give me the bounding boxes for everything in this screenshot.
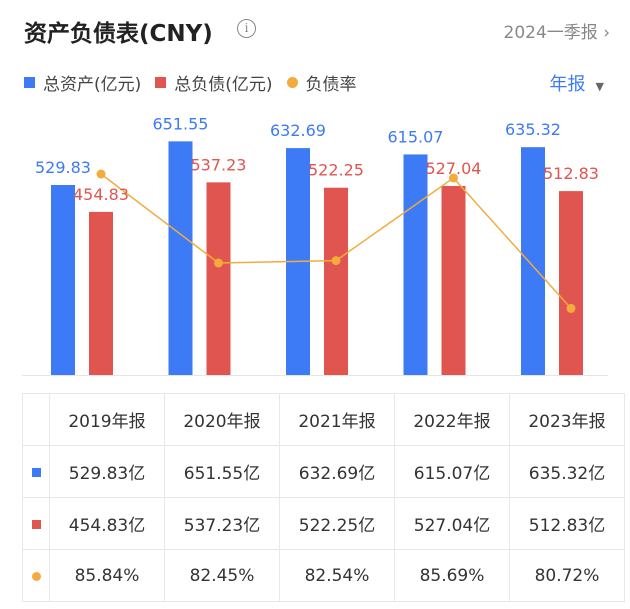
legend-item-assets[interactable]: 总资产(亿元) [24,70,141,95]
bar-total-assets [403,154,428,375]
bar-total-assets [521,147,545,375]
legend-label: 总负债(亿元) [174,75,273,95]
cell: 527.04亿 [394,497,510,550]
legend-item-ratio[interactable]: 负债率 [286,70,357,95]
row-marker [22,445,50,498]
data-table: 2019年报 2020年报 2021年报 2022年报 2023年报 529.8… [22,393,625,602]
cell: 522.25亿 [279,497,395,550]
blue-square-icon [24,77,35,88]
cell: 537.23亿 [164,497,280,550]
table-row-liabilities: 454.83亿 537.23亿 522.25亿 527.04亿 512.83亿 [22,497,625,550]
table-header-row: 2019年报 2020年报 2021年报 2022年报 2023年报 [22,393,625,446]
ratio-point [214,258,223,268]
cell: 85.84% [49,549,165,602]
cell: 82.54% [279,549,395,602]
cell: 615.07亿 [394,445,510,498]
row-marker [22,549,50,602]
header-cell: 2023年报 [509,393,625,446]
frequency-dropdown[interactable]: 年报 ▼ [550,70,604,96]
table-row-ratio: 85.84% 82.45% 82.54% 85.69% 80.72% [22,549,625,602]
bar-total-liabilities [206,182,231,375]
ratio-point [449,173,458,183]
label-total-assets: 529.83 [35,158,91,177]
period-link[interactable]: 2024一季报 › [504,18,610,43]
row-marker [22,497,50,550]
cell: 80.72% [509,549,625,602]
label-total-assets: 632.69 [270,121,326,140]
label-total-liabilities: 522.25 [308,161,364,180]
chevron-right-icon: › [603,23,610,43]
bar-total-liabilities [324,187,348,375]
red-square-icon [31,519,41,529]
empty-cell [22,393,50,446]
orange-dot-icon [286,77,298,88]
ratio-point [96,169,106,179]
cell: 512.83亿 [509,497,625,550]
table-row-assets: 529.83亿 651.55亿 632.69亿 615.07亿 635.32亿 [22,445,625,498]
cell: 632.69亿 [279,445,395,498]
bar-total-assets [168,141,193,375]
blue-square-icon [31,467,41,477]
cell: 635.32亿 [509,445,625,498]
bar-total-liabilities [559,191,583,375]
caret-down-icon: ▼ [595,80,604,93]
chart: 529.83 454.83 651.55 537.23 632.69 522.25 615.… [22,114,608,376]
ratio-point [566,303,576,313]
legend-item-liabilities[interactable]: 总负债(亿元) [155,70,273,95]
header-cell: 2022年报 [394,393,510,446]
label-total-assets: 615.07 [388,127,444,146]
label-total-liabilities: 454.83 [73,185,129,204]
cell: 529.83亿 [49,445,165,498]
cell: 454.83亿 [49,497,165,550]
label-total-liabilities: 512.83 [543,164,599,183]
label-total-liabilities: 527.04 [426,159,482,178]
orange-dot-icon [31,571,41,581]
frequency-label: 年报 [549,74,586,95]
info-icon[interactable]: i [237,19,256,38]
cell: 85.69% [394,549,510,602]
red-square-icon [155,77,167,88]
header-cell: 2019年报 [49,393,165,446]
legend-label: 总资产(亿元) [43,75,142,95]
label-total-liabilities: 537.23 [191,155,247,174]
cell: 82.45% [164,549,280,602]
label-total-assets: 651.55 [153,114,209,133]
ratio-point [331,256,341,266]
page-title: 资产负债表(CNY) [24,21,213,47]
period-label: 2024一季报 [503,23,598,43]
header-cell: 2020年报 [164,393,280,446]
bar-total-assets [51,185,75,375]
label-total-assets: 635.32 [505,120,561,139]
bar-total-liabilities [89,211,113,375]
header-cell: 2021年报 [279,393,395,446]
cell: 651.55亿 [164,445,280,498]
legend: 总资产(亿元) 总负债(亿元) 负债率 [24,70,371,95]
legend-label: 负债率 [305,75,357,95]
bar-total-liabilities [441,186,466,375]
